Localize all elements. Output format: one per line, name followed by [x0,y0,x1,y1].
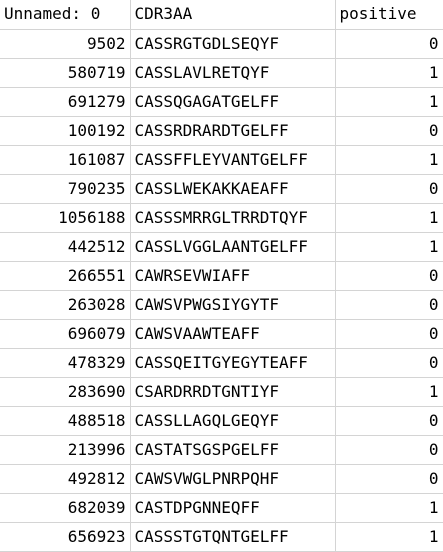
index-cell[interactable]: 488518 [0,406,131,436]
cdr3aa-cell[interactable]: CASSQGAGATGELFF [130,87,336,117]
table-row: 492812 CAWSVWGLPNRPQHF 0 [0,464,443,494]
table-row: 580719 CASSLAVLRETQYF 1 [0,58,443,88]
index-cell[interactable]: 263028 [0,290,131,320]
header-row: Unnamed: 0 CDR3AA positive [0,0,443,30]
index-cell[interactable]: 696079 [0,319,131,349]
header-cell-index[interactable]: Unnamed: 0 [0,0,131,30]
table-row: 161087 CASSFFLEYVANTGELFF 1 [0,145,443,175]
positive-cell[interactable]: 1 [335,87,443,117]
table-row: 1056188 CASSSMRRGLTRRDTQYF 1 [0,203,443,233]
table-row: 488518 CASSLLAGQLGEQYF 0 [0,406,443,436]
index-cell[interactable]: 1056188 [0,203,131,233]
cdr3aa-cell[interactable]: CSARDRRDTGNTIYF [130,377,336,407]
cdr3aa-cell[interactable]: CASTDPGNNEQFF [130,493,336,523]
table-row: 442512 CASSLVGGLAANTGELFF 1 [0,232,443,262]
positive-cell[interactable]: 1 [335,58,443,88]
index-cell[interactable]: 580719 [0,58,131,88]
table-row: 478329 CASSQEITGYEGYTEAFF 0 [0,348,443,378]
cdr3aa-cell[interactable]: CASSLLAGQLGEQYF [130,406,336,436]
positive-cell[interactable]: 1 [335,232,443,262]
table-row: 213996 CASTATSGSPGELFF 0 [0,435,443,465]
cdr3aa-cell[interactable]: CASSFFLEYVANTGELFF [130,145,336,175]
positive-cell[interactable]: 1 [335,377,443,407]
index-cell[interactable]: 442512 [0,232,131,262]
positive-cell[interactable]: 1 [335,493,443,523]
index-cell[interactable]: 656923 [0,522,131,552]
index-cell[interactable]: 691279 [0,87,131,117]
positive-cell[interactable]: 0 [335,348,443,378]
index-cell[interactable]: 213996 [0,435,131,465]
index-cell[interactable]: 790235 [0,174,131,204]
header-cell-cdr3aa[interactable]: CDR3AA [130,0,336,30]
cdr3aa-cell[interactable]: CASSSTGTQNTGELFF [130,522,336,552]
table-row: 682039 CASTDPGNNEQFF 1 [0,493,443,523]
cdr3aa-cell[interactable]: CAWSVPWGSIYGYTF [130,290,336,320]
cdr3aa-cell[interactable]: CASSQEITGYEGYTEAFF [130,348,336,378]
cdr3aa-cell[interactable]: CASSLAVLRETQYF [130,58,336,88]
table-row: 656923 CASSSTGTQNTGELFF 1 [0,522,443,552]
table-row: 790235 CASSLWEKAKKAEAFF 0 [0,174,443,204]
index-cell[interactable]: 9502 [0,29,131,59]
index-cell[interactable]: 682039 [0,493,131,523]
table-row: 283690 CSARDRRDTGNTIYF 1 [0,377,443,407]
cdr3aa-cell[interactable]: CASSRGTGDLSEQYF [130,29,336,59]
cdr3aa-cell[interactable]: CASTATSGSPGELFF [130,435,336,465]
cdr3aa-cell[interactable]: CAWRSEVWIAFF [130,261,336,291]
table-row: 100192 CASSRDRARDTGELFF 0 [0,116,443,146]
table-row: 696079 CAWSVAAWTEAFF 0 [0,319,443,349]
positive-cell[interactable]: 1 [335,522,443,552]
table-row: 691279 CASSQGAGATGELFF 1 [0,87,443,117]
index-cell[interactable]: 283690 [0,377,131,407]
index-cell[interactable]: 161087 [0,145,131,175]
cdr3aa-cell[interactable]: CASSLWEKAKKAEAFF [130,174,336,204]
cdr3aa-cell[interactable]: CASSRDRARDTGELFF [130,116,336,146]
index-cell[interactable]: 492812 [0,464,131,494]
index-cell[interactable]: 478329 [0,348,131,378]
positive-cell[interactable]: 0 [335,406,443,436]
positive-cell[interactable]: 0 [335,464,443,494]
index-cell[interactable]: 266551 [0,261,131,291]
header-cell-positive[interactable]: positive [335,0,443,30]
positive-cell[interactable]: 0 [335,319,443,349]
cdr3aa-cell[interactable]: CAWSVWGLPNRPQHF [130,464,336,494]
positive-cell[interactable]: 0 [335,116,443,146]
positive-cell[interactable]: 0 [335,261,443,291]
positive-cell[interactable]: 0 [335,174,443,204]
table-row: 266551 CAWRSEVWIAFF 0 [0,261,443,291]
cdr3aa-cell[interactable]: CASSLVGGLAANTGELFF [130,232,336,262]
cdr3aa-cell[interactable]: CASSSMRRGLTRRDTQYF [130,203,336,233]
index-cell[interactable]: 100192 [0,116,131,146]
positive-cell[interactable]: 0 [335,29,443,59]
positive-cell[interactable]: 0 [335,435,443,465]
cdr3aa-cell[interactable]: CAWSVAAWTEAFF [130,319,336,349]
positive-cell[interactable]: 1 [335,145,443,175]
positive-cell[interactable]: 0 [335,290,443,320]
positive-cell[interactable]: 1 [335,203,443,233]
table-row: 263028 CAWSVPWGSIYGYTF 0 [0,290,443,320]
table-row: 9502 CASSRGTGDLSEQYF 0 [0,29,443,59]
